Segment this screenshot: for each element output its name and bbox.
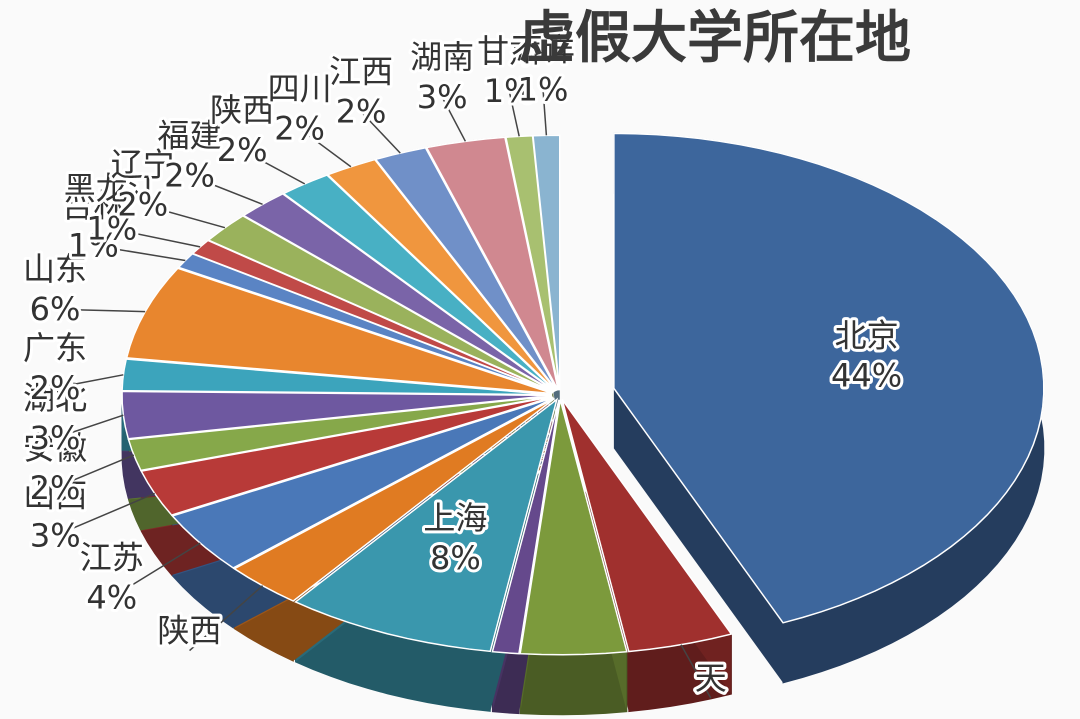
category-label: 陕西	[210, 91, 274, 129]
category-label: 吉林	[61, 186, 125, 224]
leader-line	[111, 542, 201, 599]
category-label: 安徽	[23, 429, 87, 467]
category-label: 山西	[23, 477, 87, 515]
slice	[561, 399, 733, 653]
slice	[171, 397, 554, 569]
value-label: 6%	[30, 290, 81, 328]
value-label: 8%	[430, 539, 481, 577]
category-label: 湖南	[410, 38, 474, 76]
category-label: 天	[695, 659, 727, 697]
slice	[519, 399, 628, 656]
value-label: 2%	[217, 131, 268, 169]
value-label: 44%	[831, 357, 902, 395]
leader-line	[441, 96, 467, 142]
value-label: 1%	[518, 71, 569, 109]
value-label: 2%	[274, 110, 325, 148]
slice	[491, 399, 560, 655]
leader-line	[189, 585, 264, 652]
slice	[121, 358, 553, 396]
category-label: 上海	[423, 499, 487, 537]
slice	[326, 158, 557, 392]
category-label: 辽宁	[111, 146, 175, 184]
category-label: 不详	[511, 31, 575, 69]
leader-line	[680, 644, 712, 699]
leader-line	[142, 203, 226, 229]
pie-labels: 北京44%天上海8%陕西江苏4%山西3%安徽2%湖北3%广东2%山东6%吉林1%…	[20, 28, 905, 700]
category-label: 江西	[329, 53, 393, 91]
category-label: 北京	[835, 317, 899, 355]
slice	[232, 397, 556, 602]
value-label: 1%	[86, 210, 137, 248]
category-label: 江苏	[80, 538, 144, 576]
slice	[242, 193, 556, 393]
value-label: 2%	[164, 156, 215, 194]
leader-line	[54, 492, 155, 537]
slice	[294, 397, 559, 653]
leader-line	[241, 149, 306, 185]
category-label: 福建	[158, 116, 222, 154]
slice	[127, 395, 553, 472]
leader-line	[54, 374, 124, 389]
value-label: 4%	[86, 578, 137, 616]
leader-line	[360, 111, 401, 154]
slice	[613, 132, 1045, 624]
category-label: 四川	[268, 70, 332, 108]
value-label: 2%	[117, 186, 168, 224]
slice	[282, 174, 556, 392]
pie-tops	[121, 132, 1045, 656]
category-label: 山东	[23, 250, 87, 288]
leader-line	[54, 414, 124, 439]
leader-line	[93, 244, 186, 262]
leader-line	[508, 90, 520, 137]
value-label: 1%	[68, 226, 119, 264]
category-label: 湖北	[23, 379, 87, 417]
leader-line	[189, 174, 263, 205]
slice	[374, 146, 558, 391]
chart-title: 虚假大学所在地	[519, 6, 911, 71]
leader-line	[54, 308, 146, 313]
value-label: 3%	[30, 517, 81, 555]
leader-line	[542, 89, 548, 136]
leader-line	[299, 128, 352, 168]
leader-line	[111, 227, 201, 248]
value-label: 3%	[30, 419, 81, 457]
value-label: 1%	[484, 72, 535, 110]
value-label: 2%	[336, 93, 387, 131]
category-label: 黑龙江	[64, 170, 160, 208]
value-label: 2%	[30, 469, 81, 507]
value-label: 2%	[30, 369, 81, 407]
leader-line	[54, 454, 135, 489]
category-label: 广东	[23, 329, 87, 367]
slice	[532, 134, 561, 391]
value-label: 3%	[417, 78, 468, 116]
category-label: 甘肃	[477, 32, 541, 70]
category-label: 陕西	[158, 612, 222, 650]
